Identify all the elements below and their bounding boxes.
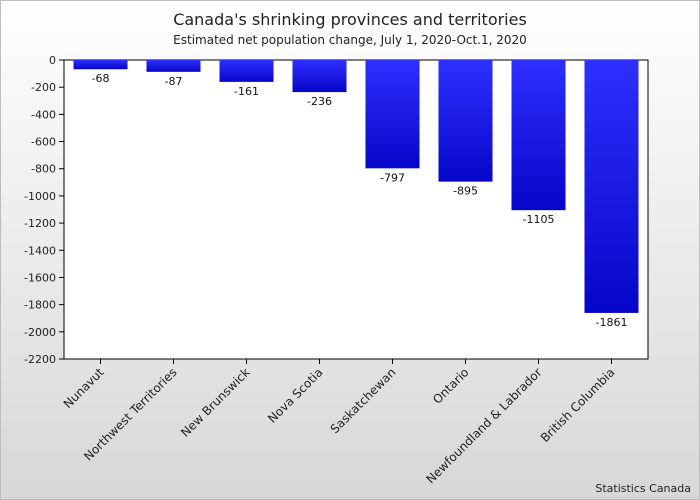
y-axis: 0 -200 -400 -600 -800 -1000 -1200 -1400 -1600 -18… bbox=[24, 54, 64, 366]
bar bbox=[73, 60, 128, 70]
y-tick-label: -600 bbox=[31, 136, 56, 149]
bar bbox=[438, 60, 493, 182]
chart-subtitle: Estimated net population change, July 1,… bbox=[173, 33, 527, 47]
bar-value-label: -1105 bbox=[523, 213, 555, 226]
y-tick-label: -1200 bbox=[24, 217, 56, 230]
y-tick-label: -2000 bbox=[24, 326, 56, 339]
bar-value-label: -68 bbox=[92, 72, 110, 85]
x-category-label: Nova Scotia bbox=[265, 365, 325, 425]
bar-value-label: -87 bbox=[165, 75, 183, 88]
bars: -68 -87 -161 -236 -797 -895 -1105 -1861 bbox=[73, 60, 639, 329]
y-tick-label: 0 bbox=[49, 54, 56, 67]
y-tick-label: -400 bbox=[31, 108, 56, 121]
y-tick-label: -1400 bbox=[24, 244, 56, 257]
bar-value-label: -1861 bbox=[596, 316, 628, 329]
x-category-label: British Columbia bbox=[538, 365, 618, 445]
bar bbox=[219, 60, 274, 82]
bar-value-label: -236 bbox=[307, 95, 332, 108]
y-tick-label: -1600 bbox=[24, 271, 56, 284]
bar bbox=[584, 60, 639, 313]
bar bbox=[511, 60, 566, 211]
bar bbox=[365, 60, 420, 169]
bar-value-label: -161 bbox=[234, 85, 259, 98]
y-tick-label: -200 bbox=[31, 81, 56, 94]
x-category-label: Ontario bbox=[430, 365, 472, 407]
source-label: Statistics Canada bbox=[595, 482, 691, 495]
x-category-label: New Brunswick bbox=[178, 365, 253, 440]
bar-value-label: -797 bbox=[380, 171, 405, 184]
chart-title: Canada's shrinking provinces and territo… bbox=[173, 10, 527, 29]
y-tick-label: -1000 bbox=[24, 190, 56, 203]
x-category-label: Saskatchewan bbox=[328, 365, 399, 436]
x-category-label: Nunavut bbox=[61, 365, 107, 411]
x-category-label: Newfoundland & Labrador bbox=[423, 365, 544, 486]
bar-value-label: -895 bbox=[453, 185, 478, 198]
y-tick-label: -2200 bbox=[24, 353, 56, 366]
bar bbox=[146, 60, 201, 72]
bar bbox=[292, 60, 347, 93]
y-tick-label: -800 bbox=[31, 163, 56, 176]
y-tick-label: -1800 bbox=[24, 299, 56, 312]
